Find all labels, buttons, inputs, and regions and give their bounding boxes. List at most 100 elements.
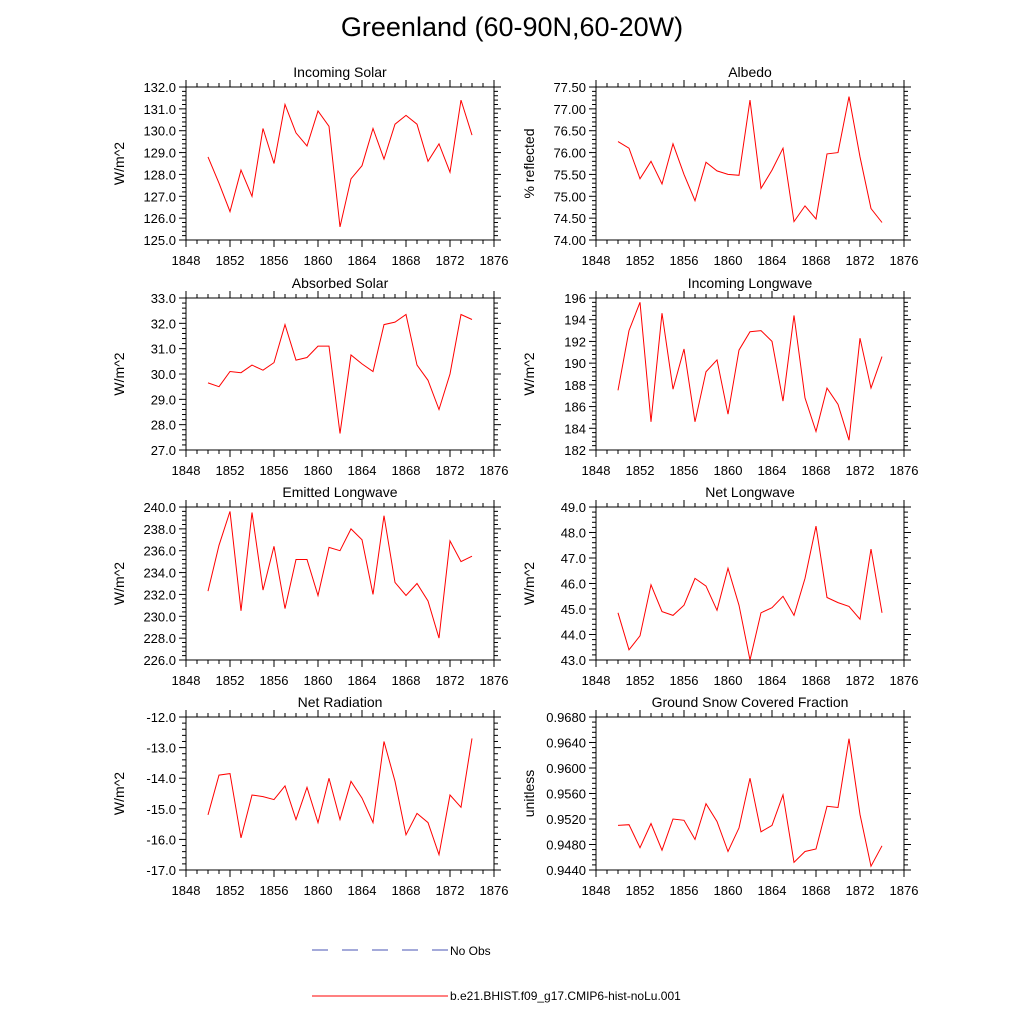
y-tick-label: 27.0: [151, 443, 176, 458]
chart-panel-7: 1848 1852 1856 1860 1864 1868 1872 1876 -17.0 -16…: [111, 694, 508, 898]
figure-title: Greenland (60-90N,60-20W): [340, 12, 684, 42]
chart-title: Albedo: [728, 64, 772, 80]
x-tick-label: 1868: [392, 463, 421, 478]
legend: No Obs b.e21.BHIST.f09_g17.CMIP6-hist-noL…: [312, 944, 681, 1003]
y-tick-label: 45.0: [561, 602, 586, 617]
x-tick-label: 1868: [802, 463, 831, 478]
y-tick-label: 33.0: [151, 291, 176, 306]
y-axis-label: W/m^2: [521, 562, 537, 605]
y-tick-label: 0.9680: [546, 710, 586, 725]
x-tick-label: 1876: [480, 253, 509, 268]
x-tick-label: 1864: [758, 463, 787, 478]
x-tick-label: 1848: [172, 673, 201, 688]
x-tick-label: 1860: [304, 463, 333, 478]
x-tick-label: 1852: [626, 253, 655, 268]
chart-panel-5: 1848 1852 1856 1860 1864 1868 1872 1876 226.0 228…: [111, 484, 508, 688]
y-tick-label: 132.0: [143, 80, 176, 95]
x-tick-label: 1876: [890, 463, 919, 478]
y-tick-label: 31.0: [151, 342, 176, 357]
chart-panel-6: 1848 1852 1856 1860 1864 1868 1872 1876 43.0 44.0…: [521, 484, 918, 688]
y-tick-label: 74.00: [553, 233, 586, 248]
x-tick-label: 1868: [392, 883, 421, 898]
x-tick-label: 1872: [436, 253, 465, 268]
x-tick-label: 1860: [714, 883, 743, 898]
x-tick-label: 1856: [260, 253, 289, 268]
x-tick-label: 1868: [802, 883, 831, 898]
y-tick-label: 32.0: [151, 316, 176, 331]
y-tick-label: 232.0: [143, 587, 176, 602]
x-tick-label: 1876: [890, 673, 919, 688]
chart-title: Absorbed Solar: [292, 275, 389, 291]
x-tick-label: 1852: [216, 463, 245, 478]
x-tick-label: 1860: [304, 883, 333, 898]
y-tick-label: 0.9440: [546, 863, 586, 878]
x-tick-label: 1872: [436, 883, 465, 898]
y-tick-label: -16.0: [146, 832, 176, 847]
x-tick-label: 1864: [348, 883, 377, 898]
x-tick-label: 1860: [714, 673, 743, 688]
y-axis-label: W/m^2: [111, 562, 127, 605]
x-tick-label: 1872: [436, 673, 465, 688]
y-tick-label: -14.0: [146, 771, 176, 786]
x-tick-label: 1852: [626, 463, 655, 478]
x-tick-label: 1848: [172, 463, 201, 478]
y-tick-label: 226.0: [143, 653, 176, 668]
x-tick-label: 1868: [392, 253, 421, 268]
x-tick-label: 1876: [890, 883, 919, 898]
series-line: [207, 313, 473, 434]
y-tick-label: 49.0: [561, 500, 586, 515]
y-tick-label: -13.0: [146, 741, 176, 756]
y-axis-label: W/m^2: [111, 142, 127, 185]
y-tick-label: 75.00: [553, 189, 586, 204]
y-tick-label: 48.0: [561, 526, 586, 541]
chart-title: Incoming Longwave: [688, 275, 813, 291]
x-tick-label: 1872: [846, 673, 875, 688]
chart-title: Incoming Solar: [293, 64, 387, 80]
series-line: [617, 525, 883, 661]
y-tick-label: 128.0: [143, 167, 176, 182]
y-tick-label: 236.0: [143, 544, 176, 559]
x-tick-label: 1848: [172, 253, 201, 268]
x-tick-label: 1876: [480, 673, 509, 688]
y-tick-label: 43.0: [561, 653, 586, 668]
series-line: [207, 99, 473, 228]
series-line: [617, 302, 883, 441]
x-tick-label: 1864: [758, 883, 787, 898]
x-tick-label: 1864: [758, 253, 787, 268]
plot-frame: [595, 506, 905, 661]
y-tick-label: 131.0: [143, 102, 176, 117]
x-tick-label: 1864: [348, 673, 377, 688]
y-tick-label: 28.0: [151, 418, 176, 433]
x-tick-label: 1872: [846, 463, 875, 478]
y-tick-label: 190: [564, 356, 586, 371]
y-tick-label: -15.0: [146, 802, 176, 817]
y-tick-label: 46.0: [561, 577, 586, 592]
x-tick-label: 1872: [436, 463, 465, 478]
y-tick-label: 196: [564, 291, 586, 306]
plot-frame: [595, 716, 905, 871]
x-tick-label: 1852: [216, 253, 245, 268]
x-tick-label: 1848: [582, 253, 611, 268]
x-tick-label: 1876: [480, 883, 509, 898]
y-tick-label: 125.0: [143, 233, 176, 248]
x-tick-label: 1856: [670, 673, 699, 688]
x-tick-label: 1852: [216, 673, 245, 688]
y-tick-label: 129.0: [143, 146, 176, 161]
y-tick-label: 240.0: [143, 500, 176, 515]
y-tick-label: 76.50: [553, 124, 586, 139]
x-tick-label: 1852: [216, 883, 245, 898]
y-tick-label: 0.9600: [546, 761, 586, 776]
y-tick-label: 29.0: [151, 392, 176, 407]
y-tick-label: 76.00: [553, 146, 586, 161]
y-axis-label: W/m^2: [111, 352, 127, 395]
plot-frame: [185, 297, 495, 451]
series-line: [617, 96, 883, 223]
x-tick-label: 1864: [348, 253, 377, 268]
y-tick-label: 230.0: [143, 609, 176, 624]
x-tick-label: 1852: [626, 883, 655, 898]
y-tick-label: -17.0: [146, 863, 176, 878]
y-axis-label: W/m^2: [521, 352, 537, 395]
y-tick-label: 186: [564, 400, 586, 415]
chart-panel-4: 1848 1852 1856 1860 1864 1868 1872 1876 182 184 18…: [521, 275, 918, 478]
